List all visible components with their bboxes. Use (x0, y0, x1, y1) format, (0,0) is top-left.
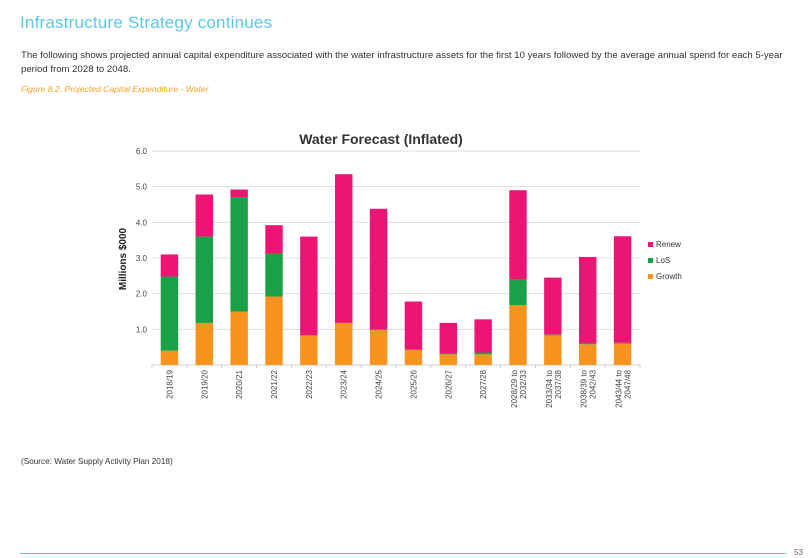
bar-segment-los (613, 342, 632, 344)
bar-segment-los (160, 276, 179, 351)
bar-segment-los (230, 197, 248, 312)
x-tick-label-line: 2032/33 (519, 369, 528, 398)
bar-segment-growth (509, 305, 527, 365)
x-tick-label: 2028/29 to2032/33 (510, 369, 528, 407)
source-note: (Source: Water Supply Activity Plan 2018… (21, 457, 173, 466)
bar-segment-los (439, 353, 457, 355)
x-tick-label: 2023/24 (340, 369, 349, 398)
x-tick-label-line: 2018/19 (165, 369, 174, 398)
chart-title: Water Forecast (Inflated) (299, 131, 463, 147)
bar-segment-renew (160, 254, 179, 277)
bar-segment-growth (544, 335, 562, 365)
x-tick-label: 2021/22 (270, 369, 279, 398)
x-tick-label-line: 2019/20 (200, 369, 209, 398)
bar-segment-growth (579, 344, 597, 365)
bar-segment-growth (439, 354, 457, 365)
x-tick-label-line: 2037/38 (554, 369, 563, 398)
x-tick-label: 2026/27 (444, 369, 453, 398)
bar-segment-renew (404, 301, 423, 350)
x-tick-label: 2043/44 to2047/48 (615, 369, 633, 407)
page-number: 53 (794, 548, 803, 557)
bar-segment-renew (544, 277, 562, 335)
bar-segment-los (195, 236, 213, 323)
legend-swatch-renew (648, 242, 653, 247)
bar-segment-growth (613, 343, 632, 365)
bar-segment-growth (335, 322, 353, 365)
bar-segment-renew (335, 174, 353, 323)
bar-segment-growth (195, 322, 213, 365)
x-tick-label-line: 2043/44 to (615, 369, 624, 407)
x-tick-label-line: 2026/27 (444, 369, 453, 398)
x-tick-label-line: 2028/29 to (510, 369, 519, 407)
bar-segment-renew (230, 189, 248, 198)
intro-paragraph: The following shows projected annual cap… (21, 50, 783, 75)
bar-segment-renew (439, 322, 457, 354)
bar-segment-renew (579, 256, 597, 344)
y-tick-labels: 1.0 2.0 3.0 4.0 5.0 6.0 (136, 147, 148, 334)
x-tick-label-line: 2047/48 (624, 369, 633, 398)
y-tick-label: 6.0 (136, 147, 148, 156)
bar-segment-growth (230, 311, 248, 365)
bar-segment-growth (369, 330, 388, 365)
y-axis-label: Millions $000 (118, 227, 129, 290)
bar-segment-renew (300, 236, 318, 336)
bar-segment-growth (160, 350, 179, 365)
x-tick-label: 2022/23 (305, 369, 314, 398)
x-tick-label: 2025/26 (409, 369, 418, 398)
x-tick-label: 2033/34 to2037/38 (545, 369, 563, 407)
bar-segment-renew (613, 236, 632, 343)
legend-label-renew: Renew (656, 240, 681, 249)
y-tick-label: 5.0 (136, 183, 148, 192)
x-tick-label-line: 2025/26 (409, 369, 418, 398)
x-tick-label-line: 2022/23 (305, 369, 314, 398)
bar-segment-los (369, 329, 388, 331)
bar-segment-los (265, 253, 283, 297)
x-tick-label: 2020/21 (235, 369, 244, 398)
footer-divider (20, 553, 786, 554)
bar-segment-los (509, 279, 527, 306)
x-tick-label-line: 2038/39 to (580, 369, 589, 407)
page-heading: Infrastructure Strategy continues (20, 13, 273, 32)
bar-segment-growth (300, 335, 318, 365)
x-tick-label-line: 2020/21 (235, 369, 244, 398)
x-tick-label: 2018/19 (165, 369, 174, 398)
figure-caption: Figure 8.2. Projected Capital Expenditur… (21, 84, 209, 94)
water-forecast-chart: Water Forecast (Inflated) 1.0 2.0 3.0 4.0 5.… (118, 131, 682, 408)
x-tick-label-line: 2033/34 to (545, 369, 554, 407)
x-tick-labels: 2018/19 2019/20 2020/21 2021/22 2022/23 2023/… (165, 369, 632, 407)
x-tick-label: 2024/25 (375, 369, 384, 398)
bar-segment-renew (474, 319, 492, 353)
y-tick-label: 3.0 (136, 254, 148, 263)
x-tick-label: 2019/20 (200, 369, 209, 398)
bar-segment-renew (195, 194, 213, 237)
bars-group (160, 174, 632, 365)
bar-segment-los (544, 334, 562, 336)
x-tick-label-line: 2024/25 (375, 369, 384, 398)
legend-swatch-los (648, 258, 653, 263)
bar-segment-renew (265, 225, 283, 254)
bar-segment-renew (509, 190, 527, 280)
x-tick-label-line: 2027/28 (479, 369, 488, 398)
bar-segment-growth (404, 350, 423, 365)
y-tick-label: 1.0 (136, 325, 148, 334)
bar-segment-renew (369, 208, 388, 330)
y-tick-label: 4.0 (136, 218, 148, 227)
legend-label-growth: Growth (656, 272, 682, 281)
bar-segment-growth (265, 296, 283, 365)
x-tick-label-line: 2042/43 (589, 369, 598, 398)
legend-swatch-growth (648, 274, 653, 279)
legend: Renew LoS Growth (648, 240, 682, 281)
gridlines (151, 150, 641, 368)
legend-label-los: LoS (656, 256, 670, 265)
y-tick-label: 2.0 (136, 290, 148, 299)
x-tick-label-line: 2021/22 (270, 369, 279, 398)
bar-segment-growth (474, 354, 492, 365)
bar-segment-los (579, 343, 597, 345)
x-tick-label-line: 2023/24 (340, 369, 349, 398)
x-tick-label: 2038/39 to2042/43 (580, 369, 598, 407)
x-tick-label: 2027/28 (479, 369, 488, 398)
bar-segment-los (404, 349, 423, 351)
bar-segment-los (474, 352, 492, 355)
